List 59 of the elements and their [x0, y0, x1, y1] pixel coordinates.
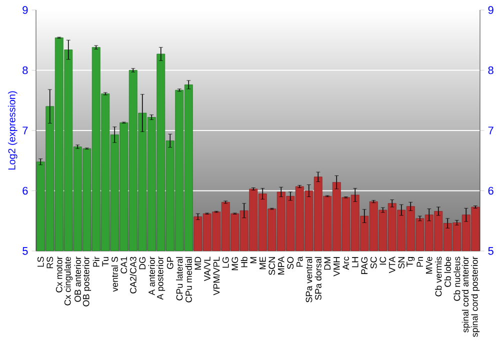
x-tick-label: VA/VL	[204, 256, 210, 282]
y2-tick-label: 5	[488, 247, 494, 255]
y-tick-label: 9	[22, 6, 28, 14]
x-tick-label: OB posterior	[82, 256, 92, 306]
x-tick-label: CPu lateral	[176, 257, 183, 300]
x-tick-label: Cb vermis	[435, 256, 442, 296]
y-axis-title: Log2 (expression)	[8, 91, 18, 170]
y-tick-label: 6	[22, 186, 28, 195]
x-tick-label: LS	[37, 256, 44, 267]
x-tick-label: Hb	[240, 256, 248, 268]
x-tick-label: CA2/CA3	[130, 256, 136, 294]
x-tick-label: LH	[352, 257, 358, 268]
x-tick-label: SCN	[268, 257, 276, 275]
x-tick-label: Pir	[92, 256, 100, 267]
x-tick-label: M	[250, 257, 256, 264]
x-tick-label: GP	[166, 256, 174, 269]
x-tick-label: ventral S	[111, 256, 118, 292]
x-tick-label: spinal cord anterior	[462, 256, 470, 332]
x-tick-label: VMH	[334, 257, 340, 276]
x-tick-label: SO	[287, 256, 294, 269]
x-tick-label: DG	[139, 257, 146, 270]
x-tick-label: Arc	[342, 256, 350, 270]
x-tick-label: spinal cord posterior	[471, 256, 480, 337]
x-tick-label: MG	[232, 257, 238, 270]
x-tick-label: SC	[370, 256, 377, 268]
y-tick-label: 8	[22, 66, 28, 74]
x-tick-label: Cx motor	[56, 256, 62, 292]
y-tick-label: 7	[22, 126, 28, 134]
x-tick-label: LG	[222, 257, 229, 268]
y2-tick-label: 6	[488, 186, 494, 195]
x-tick-label: A anterior	[148, 256, 155, 296]
x-tick-label: SN	[398, 257, 405, 268]
x-tick-label: Pa	[296, 256, 303, 267]
x-tick-label: DM	[324, 257, 330, 270]
x-tick-label: VTA	[389, 256, 396, 274]
y2-tick-label: 7	[488, 126, 494, 134]
x-tick-label: RS	[46, 256, 54, 268]
y2-tick-label: 8	[488, 66, 494, 74]
x-tick-label: MD	[194, 256, 201, 270]
x-tick-label: Cb lobe	[444, 256, 451, 287]
x-tick-label: PAG	[361, 257, 368, 274]
x-tick-label: Tu	[102, 257, 109, 266]
y2-tick-label: 9	[488, 6, 494, 14]
x-tick-label: SPa dorsal	[314, 257, 322, 300]
x-tick-label: CPu medial	[185, 257, 192, 302]
x-tick-label: OB anterior	[74, 256, 81, 302]
x-tick-label: Tg	[406, 257, 415, 267]
x-tick-label: CA1	[120, 256, 128, 274]
x-tick-label: Pn	[416, 257, 423, 267]
x-tick-label: VPM/VPL	[213, 256, 220, 296]
x-tick-label: ME	[260, 256, 266, 270]
x-tick-label: MPA	[278, 256, 284, 274]
x-tick-label: IC	[380, 256, 386, 265]
x-tick-label: A posterior	[156, 256, 166, 300]
x-tick-label: SPa ventral	[306, 257, 312, 302]
x-tick-label: Cx cingulate	[64, 256, 73, 306]
x-tick-label: Cb nucleus	[454, 256, 460, 301]
x-tick-label: MVe	[426, 256, 432, 274]
y-tick-label: 5	[22, 247, 28, 255]
